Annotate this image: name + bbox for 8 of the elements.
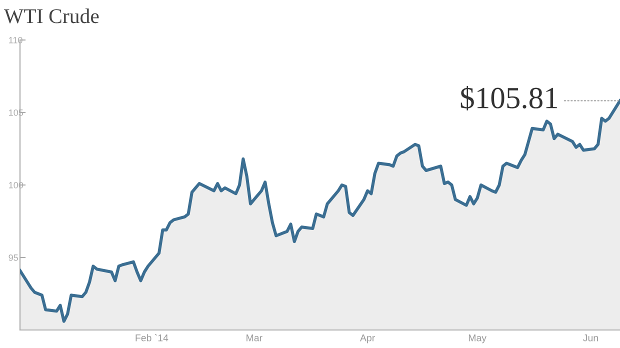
x-tick-label: May	[468, 334, 486, 344]
x-tick-label: Apr	[360, 334, 375, 344]
x-tick-label: Jun	[583, 334, 598, 342]
x-tick-label: Mar	[246, 334, 262, 342]
chart-title: WTI Crude	[4, 8, 99, 24]
annotation: $105.81	[460, 86, 558, 110]
y-tick-label: 95	[8, 254, 18, 261]
x-tick-label: Feb `14	[136, 334, 168, 342]
